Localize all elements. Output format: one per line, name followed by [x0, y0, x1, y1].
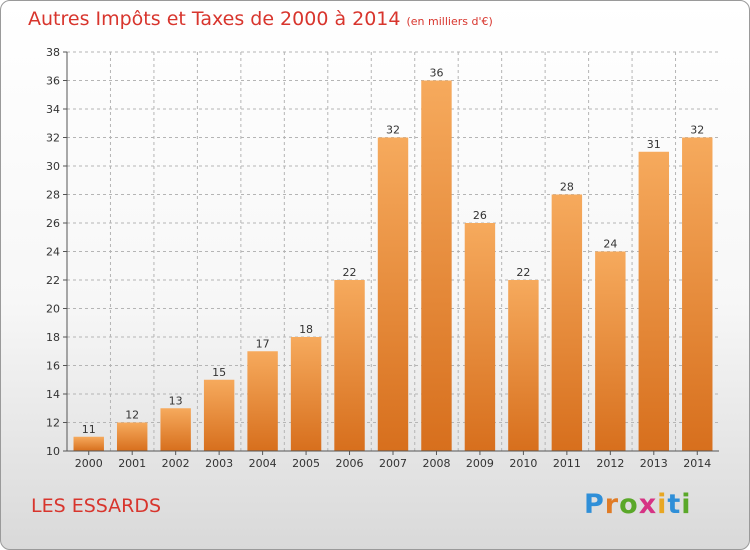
place-name: LES ESSARDS: [31, 495, 162, 517]
bar-value-label: 26: [473, 209, 487, 222]
bar: [421, 80, 452, 451]
x-tick-label: 2003: [205, 457, 233, 470]
bar: [203, 379, 235, 451]
x-tick-label: 2012: [596, 457, 624, 470]
y-tick-label: 24: [46, 246, 60, 259]
y-tick-label: 32: [46, 132, 60, 145]
bar: [377, 137, 409, 451]
bar: [464, 223, 496, 451]
chart-title-text: Autres Impôts et Taxes de 2000 à 2014: [28, 8, 401, 30]
x-tick-label: 2004: [249, 457, 277, 470]
x-tick-label: 2002: [162, 457, 190, 470]
bar: [73, 436, 104, 451]
bar-value-label: 13: [169, 394, 183, 407]
x-tick-label: 2009: [466, 457, 494, 470]
y-tick-label: 12: [46, 417, 60, 430]
bar-value-label: 11: [82, 423, 96, 436]
bar-value-label: 28: [560, 181, 574, 194]
bar: [595, 251, 626, 451]
y-tick-label: 28: [46, 189, 60, 202]
bar: [290, 337, 322, 451]
y-tick-label: 18: [46, 331, 60, 344]
x-tick-label: 2007: [379, 457, 407, 470]
value-labels: 11 12 13 15 17 18 22 32 36 26 22 28 24 31 32: [82, 67, 705, 436]
y-tick-label: 22: [46, 274, 60, 287]
x-tick-label: 2010: [509, 457, 537, 470]
bar-value-label: 24: [603, 238, 617, 251]
bar-value-label: 18: [299, 323, 313, 336]
y-tick-label: 10: [46, 445, 60, 458]
bar-value-label: 22: [343, 266, 357, 279]
y-tick-label: 20: [46, 303, 60, 316]
y-tick-label: 38: [46, 46, 60, 59]
chart-unit: (en milliers d'€): [406, 15, 493, 28]
x-tick-label: 2001: [118, 457, 146, 470]
bar-value-label: 32: [690, 124, 704, 137]
x-tick-label: 2000: [75, 457, 103, 470]
bar-value-label: 31: [647, 138, 661, 151]
bar-value-label: 12: [125, 409, 139, 422]
axes: 10 12 14 16 18 20 22 24 26 28 30 32 34 36 38 2000 2001 20…: [46, 46, 719, 470]
bar: [116, 422, 148, 451]
bar-value-label: 22: [516, 266, 530, 279]
bar-value-label: 36: [429, 67, 443, 80]
y-tick-label: 30: [46, 160, 60, 173]
y-tick-label: 14: [46, 388, 60, 401]
bar: [638, 151, 670, 451]
bar: [551, 194, 583, 451]
x-tick-label: 2014: [683, 457, 711, 470]
y-tick-label: 34: [46, 103, 60, 116]
bar-value-label: 17: [256, 337, 270, 350]
bar-value-label: 15: [212, 366, 226, 379]
bar: [334, 280, 365, 451]
x-tick-label: 2011: [553, 457, 581, 470]
x-tick-label: 2006: [336, 457, 364, 470]
bar: [160, 408, 191, 451]
x-tick-label: 2013: [640, 457, 668, 470]
bar: [247, 351, 278, 451]
bars: [73, 80, 713, 451]
bar: [682, 137, 713, 451]
x-tick-label: 2005: [292, 457, 320, 470]
y-tick-label: 16: [46, 360, 60, 373]
x-tick-label: 2008: [422, 457, 450, 470]
y-tick-label: 36: [46, 75, 60, 88]
y-tick-label: 26: [46, 217, 60, 230]
chart-title: Autres Impôts et Taxes de 2000 à 2014 (en…: [28, 8, 493, 30]
bar: [508, 280, 539, 451]
bar-value-label: 32: [386, 124, 400, 137]
proxiti-logo: Proxiti: [584, 489, 692, 520]
